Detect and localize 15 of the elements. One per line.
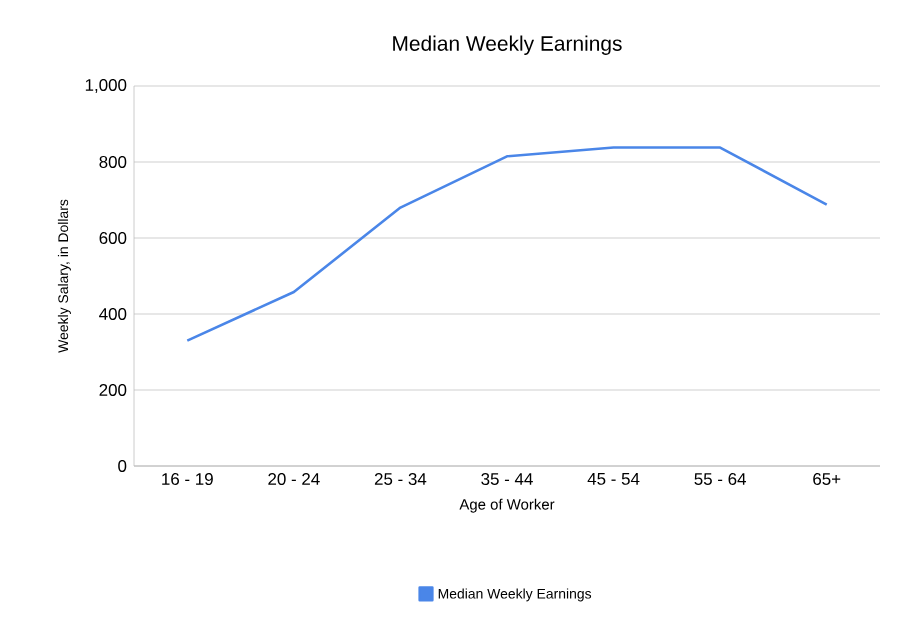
x-tick-label: 55 - 64 bbox=[694, 473, 747, 486]
x-tick-label: 45 - 54 bbox=[587, 473, 640, 485]
y-tick-label: 600 bbox=[99, 232, 127, 244]
x-tick-label: 25 - 34 bbox=[374, 473, 427, 486]
y-tick-label: 0 bbox=[118, 460, 127, 472]
x-tick-label: 35 - 44 bbox=[481, 473, 533, 486]
y-tick-label: 800 bbox=[99, 156, 127, 168]
y-tick-label: 200 bbox=[99, 384, 127, 396]
chart-title: Median Weekly Earnings bbox=[393, 35, 622, 55]
y-tick-label: 400 bbox=[99, 308, 127, 320]
x-tick-label: 16 - 19 bbox=[162, 473, 213, 486]
x-tick-label: 65+ bbox=[813, 473, 841, 486]
y-tick-label: 1,000 bbox=[85, 79, 127, 93]
line-series bbox=[185, 146, 829, 342]
x-tick-label: 20 - 24 bbox=[268, 473, 320, 486]
